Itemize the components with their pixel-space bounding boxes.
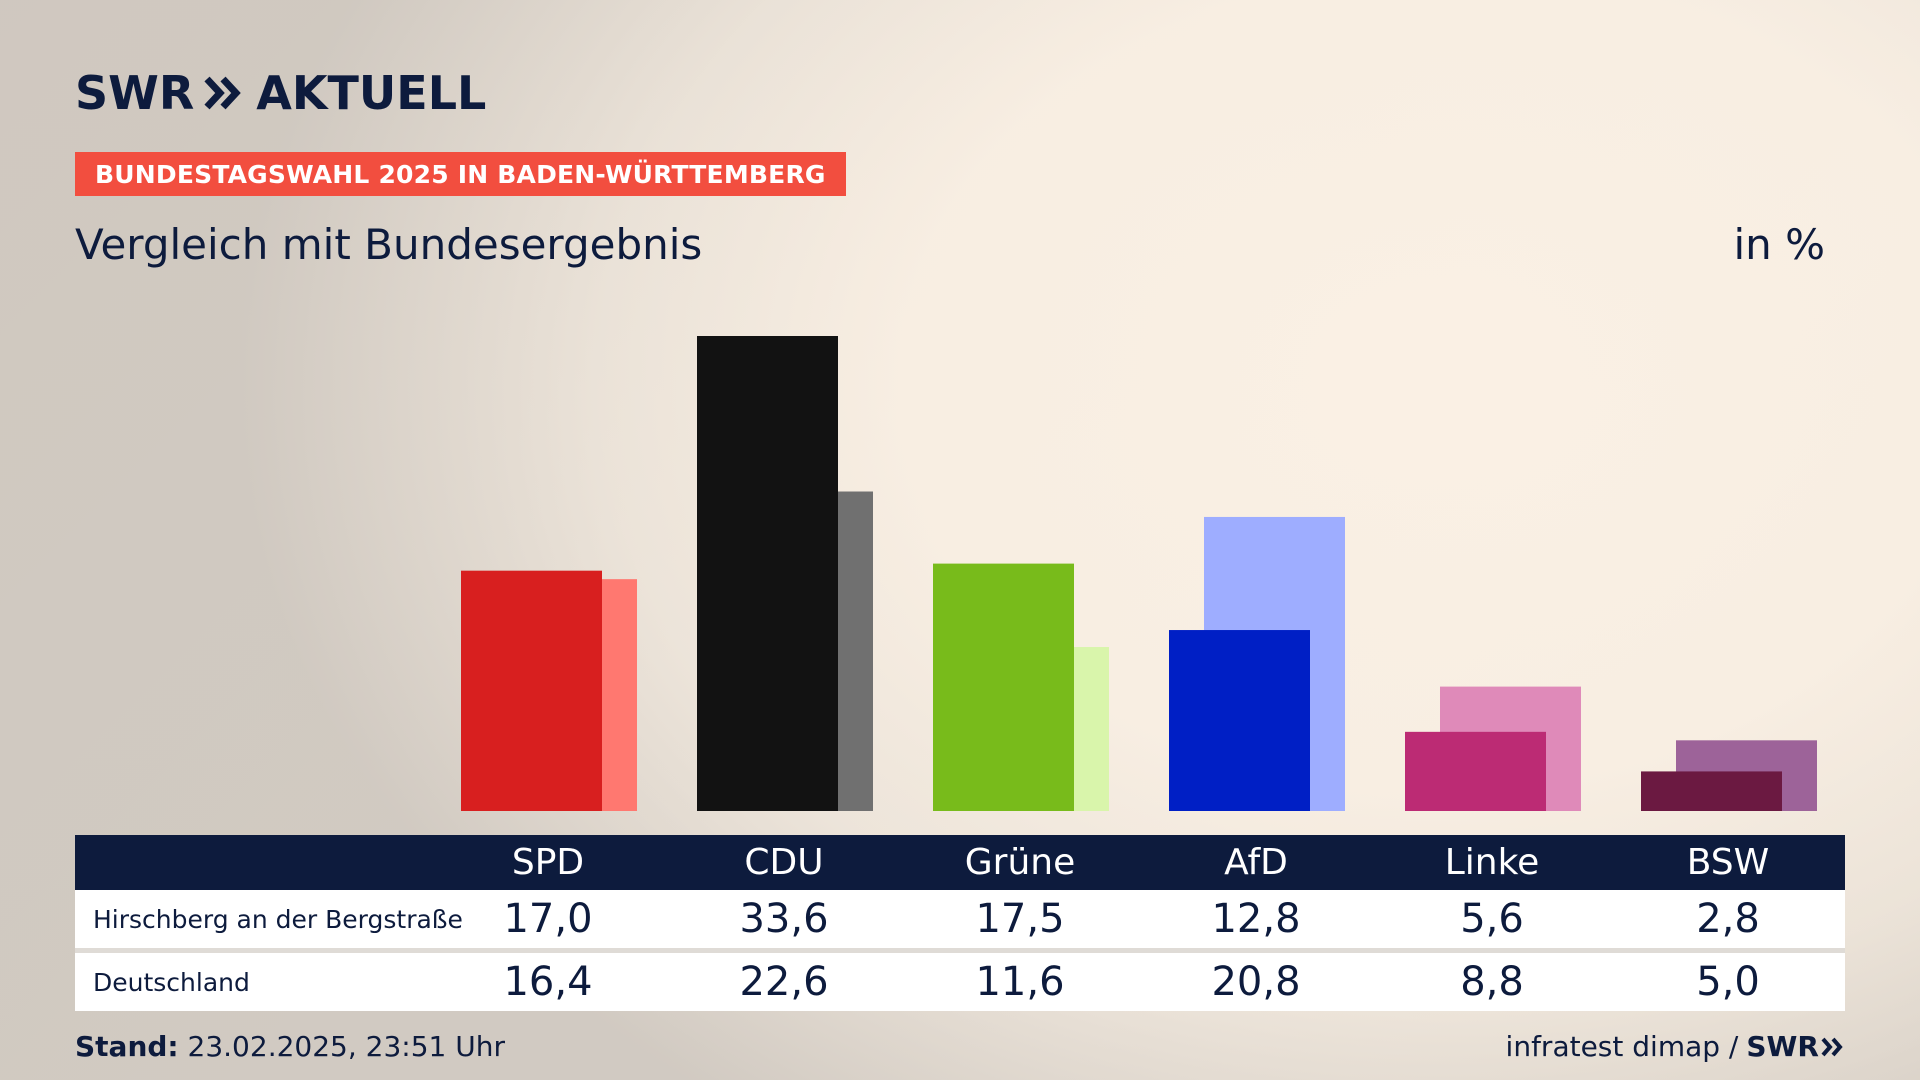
cell-local-grne: 17,5 [975, 896, 1065, 942]
unit-label: in % [1733, 220, 1825, 269]
bar-local-spd [461, 570, 602, 811]
cell-local-bsw: 2,8 [1696, 896, 1760, 942]
cell-national-afd: 20,8 [1211, 959, 1301, 1005]
header-cdu: CDU [744, 842, 824, 883]
source-credit: infratest dimap / SWR [1506, 1030, 1845, 1063]
stand-label: Stand: [75, 1030, 179, 1063]
cell-national-spd: 16,4 [503, 959, 593, 1005]
header-afd: AfD [1224, 842, 1288, 883]
header-spd: SPD [511, 842, 585, 883]
header-bsw: BSW [1686, 842, 1770, 883]
bar-local-bsw [1641, 771, 1782, 811]
table-row-local: Hirschberg an der Bergstraße 17,0 33,6 17,… [75, 890, 1845, 948]
bar-national-grne [968, 647, 1109, 811]
mini-logo-text: SWR [1746, 1030, 1819, 1063]
bar-national-cdu [732, 491, 873, 811]
banner-text: BUNDESTAGSWAHL 2025 IN BADEN-WÜRTTEMBERG [95, 159, 826, 189]
election-banner: BUNDESTAGSWAHL 2025 IN BADEN-WÜRTTEMBERG [75, 152, 846, 196]
results-table: SPD CDU Grüne AfD Linke BSW Hirschberg an der… [75, 835, 1845, 1011]
bar-local-afd [1169, 630, 1310, 811]
header-grne: Grüne [964, 842, 1076, 883]
bar-national-spd [496, 579, 637, 811]
cell-national-bsw: 5,0 [1696, 959, 1760, 1005]
logo-aktuell-text: AKTUELL [256, 66, 487, 120]
mini-chevron-icon [1821, 1037, 1843, 1056]
cell-local-spd: 17,0 [503, 896, 593, 942]
bar-national-afd [1204, 516, 1345, 811]
logo-swr-text: SWR [75, 66, 195, 120]
cell-local-linke: 5,6 [1460, 896, 1524, 942]
cell-local-afd: 12,8 [1211, 896, 1301, 942]
swr-mini-logo: SWR [1746, 1030, 1845, 1063]
stand-value: 23.02.2025, 23:51 Uhr [187, 1030, 505, 1063]
timestamp: Stand: 23.02.2025, 23:51 Uhr [75, 1030, 505, 1063]
cell-national-linke: 8,8 [1460, 959, 1524, 1005]
bar-national-linke [1440, 686, 1581, 811]
table-row-national: Deutschland 16,4 22,6 11,6 20,8 8,8 5,0 [75, 948, 1845, 1011]
cell-national-grne: 11,6 [975, 959, 1065, 1005]
cell-local-cdu: 33,6 [739, 896, 829, 942]
source-text: infratest dimap / [1505, 1030, 1739, 1063]
cell-national-cdu: 22,6 [739, 959, 829, 1005]
bar-local-grne [933, 563, 1074, 811]
double-chevron-icon [204, 73, 242, 113]
bar-local-cdu [697, 336, 838, 811]
table-header-row: SPD CDU Grüne AfD Linke BSW [75, 835, 1845, 890]
row-label-national: Deutschland [93, 967, 250, 997]
bar-national-bsw [1676, 740, 1817, 811]
swr-aktuell-logo: SWR AKTUELL [75, 70, 486, 116]
row-label-local: Hirschberg an der Bergstraße [93, 904, 463, 934]
chart-subtitle: Vergleich mit Bundesergebnis [75, 220, 703, 269]
bar-local-linke [1405, 731, 1546, 811]
header-linke: Linke [1444, 842, 1540, 883]
